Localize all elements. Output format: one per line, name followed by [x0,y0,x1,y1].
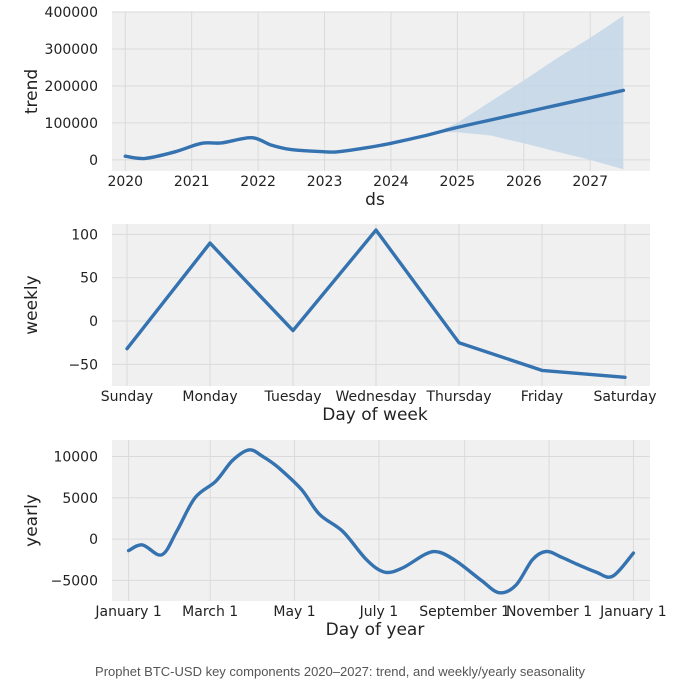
trend-series-line [123,88,626,161]
trend-y-axis-label: trend [22,69,42,114]
yearly-x-tick-label: January 1 [599,604,666,620]
yearly-series-line [126,448,636,595]
yearly-x-axis-label: Day of year [326,620,425,640]
trend-uncertainty-band [437,15,624,170]
trend-y-tick-label: 300000 [45,42,98,58]
trend-x-tick-label: 2026 [506,174,542,190]
weekly-x-tick-label: Monday [182,389,237,405]
yearly-x-tick-label: March 1 [182,604,238,620]
yearly-x-tick-label: May 1 [273,604,315,620]
weekly-x-tick-label: Tuesday [264,389,322,405]
yearly-panel: 10000 5000 0 −5000 January 1 March 1 May 1 July… [22,440,667,640]
weekly-x-tick-label: Saturday [593,389,656,405]
weekly-x-tick-label: Friday [521,389,563,405]
trend-y-tick-label: 400000 [45,5,98,21]
weekly-x-tick-label: Thursday [425,389,491,405]
trend-x-axis-label: ds [365,190,385,210]
figure-caption: Prophet BTC-USD key components 2020–2027… [95,664,585,679]
weekly-y-axis-label: weekly [22,275,42,334]
yearly-y-tick-label: 10000 [53,450,98,466]
yearly-plot-area [112,440,650,601]
weekly-x-tick-label: Sunday [101,389,153,405]
weekly-y-tick-label: −50 [68,357,98,373]
yearly-y-axis-label: yearly [22,494,42,547]
yearly-x-tick-label: January 1 [94,604,161,620]
trend-panel: 0 100000 200000 300000 400000 2020 2021 2022 202… [22,5,650,210]
trend-x-tick-label: 2020 [107,174,143,190]
yearly-y-tick-label: 5000 [62,491,98,507]
trend-x-tick-label: 2023 [307,174,343,190]
yearly-y-tick-label: −5000 [51,573,98,589]
trend-x-tick-label: 2024 [373,174,409,190]
weekly-y-tick-label: 100 [71,227,98,243]
trend-y-tick-label: 200000 [45,79,98,95]
yearly-x-tick-label: September 1 [419,604,510,620]
trend-x-tick-label: 2021 [174,174,210,190]
weekly-y-tick-label: 0 [89,314,98,330]
trend-x-tick-label: 2025 [440,174,476,190]
yearly-x-tick-label: November 1 [506,604,592,620]
yearly-x-tick-label: July 1 [359,604,399,620]
weekly-x-axis-label: Day of week [322,405,428,425]
weekly-x-tick-label: Wednesday [335,389,416,405]
yearly-y-tick-label: 0 [89,532,98,548]
trend-x-tick-label: 2027 [572,174,608,190]
trend-y-tick-label: 0 [89,153,98,169]
trend-y-tick-label: 100000 [45,116,98,132]
trend-x-tick-label: 2022 [240,174,276,190]
weekly-y-tick-label: 50 [80,271,98,287]
weekly-series-line [125,228,627,379]
weekly-plot-area [112,224,650,386]
